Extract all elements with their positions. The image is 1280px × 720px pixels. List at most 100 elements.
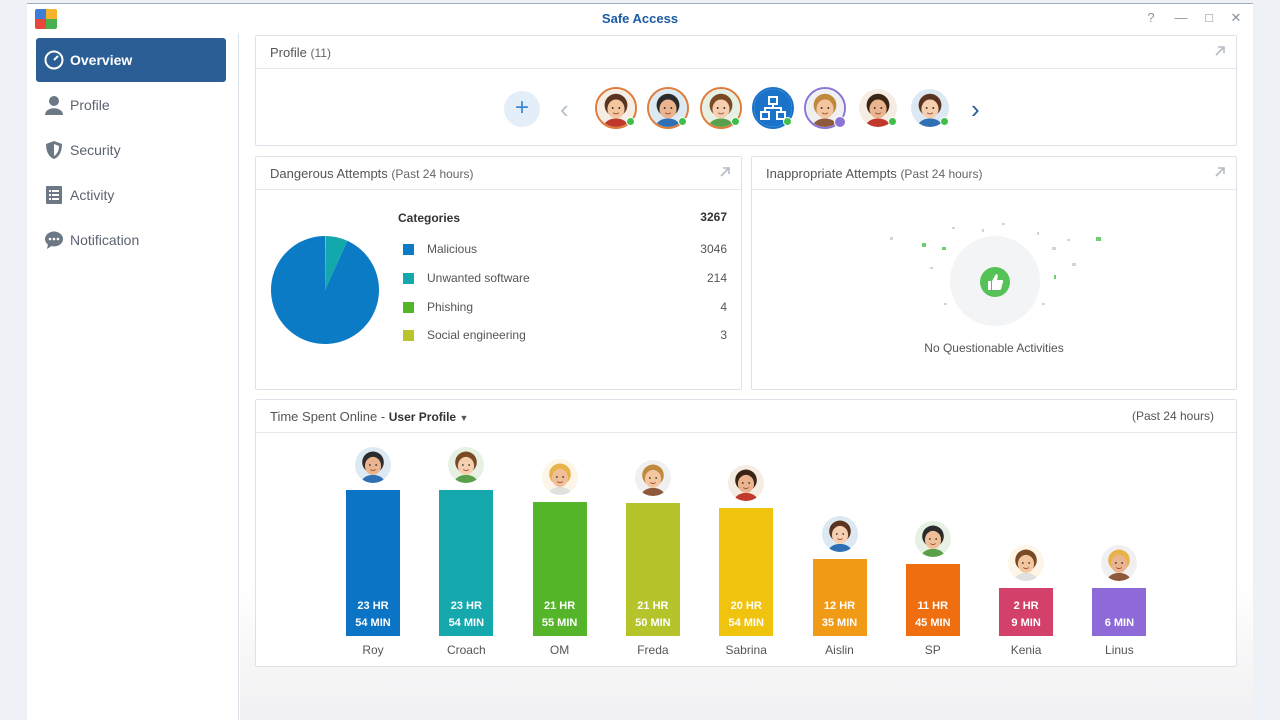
legend-swatch [403, 244, 414, 255]
legend-swatch [403, 301, 414, 313]
profile-avatar[interactable] [804, 87, 847, 129]
sidebar-item-profile[interactable]: Profile [36, 83, 226, 127]
sidebar-item-label: Security [70, 142, 121, 158]
maximize-icon[interactable]: □ [1205, 10, 1213, 25]
help-icon[interactable]: ? [1147, 10, 1155, 25]
profile-avatar[interactable] [647, 87, 690, 129]
bar-om[interactable]: 21 HR 55 MIN [532, 502, 587, 636]
panel-title: Dangerous Attempts (Past 24 hours) [270, 166, 473, 181]
thumbs-up-icon [980, 267, 1010, 297]
panel-header: Inappropriate Attempts (Past 24 hours) [752, 157, 1236, 190]
status-badge [834, 116, 847, 128]
category-name: Malicious [427, 242, 478, 256]
bar-category-label: SP [924, 643, 941, 657]
bar-avatar [914, 521, 951, 558]
panel-header: Profile (11) [256, 36, 1236, 69]
bar-hours-label: 21 HR [637, 599, 669, 612]
profile-title: Profile [270, 45, 307, 60]
status-badge [730, 117, 740, 126]
safe-access-app-icon [35, 9, 57, 29]
bar-linus[interactable]: 6 MIN [1092, 588, 1147, 636]
bar-hours-label: 21 HR [544, 599, 576, 612]
status-badge [626, 117, 635, 126]
profile-avatar[interactable] [595, 87, 637, 129]
bar-aislin[interactable]: 12 HR 35 MIN [812, 559, 867, 636]
profile-avatar[interactable] [751, 87, 794, 129]
bar-minutes-label: 45 MIN [915, 616, 951, 629]
bar-minutes-label: 54 MIN [448, 617, 485, 629]
dangerous-subtitle: (Past 24 hours) [391, 167, 474, 181]
avatar-boy-brown-hair [858, 89, 897, 127]
pie-slice-unwanted-software[interactable] [325, 236, 348, 290]
title-bar: Safe Access ? — □ ✕ [27, 4, 1253, 33]
bar-category-label: Kenia [1010, 643, 1042, 657]
profile-panel: Profile (11) + ‹ › [255, 35, 1237, 146]
category-value: 3 [720, 328, 727, 343]
category-value: 3046 [700, 242, 727, 256]
status-badge [782, 117, 792, 126]
panel-header: Time Spent Online - User Profile ▼ (Past… [256, 400, 1236, 433]
next-arrow-icon[interactable]: › [971, 94, 980, 124]
bar-avatar [1101, 545, 1138, 581]
bar-sp[interactable]: 11 HR 45 MIN [905, 564, 960, 636]
window-title: Safe Access [601, 11, 679, 26]
bar-avatar [634, 459, 671, 496]
bar-sabrina[interactable]: 20 HR 54 MIN [719, 508, 774, 636]
sidebar-item-overview[interactable]: Overview [36, 38, 226, 82]
bar-hours-label: 23 HR [450, 600, 482, 612]
bar-minutes-label: 54 MIN [355, 617, 391, 629]
bar-avatar [728, 465, 765, 502]
avatar-boy-glasses [649, 89, 688, 127]
pie-slice-phishing[interactable] [325, 236, 326, 290]
sidebar-item-label: Profile [70, 97, 110, 113]
dangerous-pie-chart [271, 236, 379, 344]
add-profile-button[interactable]: + [504, 91, 540, 127]
empty-state-text: No Questionable Activities [924, 341, 1064, 355]
app-window: Safe Access ? — □ ✕ Overview Profile Sec… [27, 3, 1253, 720]
bar-avatar [541, 459, 578, 496]
bar-freda[interactable]: 21 HR 50 MIN [625, 502, 680, 636]
bar-minutes-label: 54 MIN [728, 616, 764, 629]
list-icon [46, 186, 62, 204]
profile-avatar[interactable] [856, 87, 899, 129]
bar-kenia[interactable]: 2 HR 9 MIN [999, 588, 1054, 636]
main-content: Profile (11) + ‹ › Dangerous Attempts (P… [240, 33, 1253, 720]
profile-avatar[interactable] [908, 87, 951, 129]
legend-swatch [403, 330, 414, 342]
category-value: 4 [720, 299, 727, 314]
sidebar-item-activity[interactable]: Activity [36, 173, 226, 217]
bar-croach[interactable]: 23 HR 54 MIN [439, 490, 494, 636]
user-icon [45, 96, 63, 115]
dropdown-selected-value: User Profile [388, 410, 457, 424]
categories-label: Categories [398, 211, 461, 225]
bar-hours-label: 23 HR [357, 600, 389, 612]
legend-swatch [403, 272, 414, 284]
bar-category-label: Freda [637, 643, 669, 657]
speedometer-icon [44, 50, 64, 70]
bar-category-label: OM [549, 643, 570, 657]
status-badge [939, 117, 949, 126]
sidebar-item-notification[interactable]: Notification [36, 218, 226, 262]
expand-icon[interactable] [719, 166, 731, 178]
sidebar-item-label: Activity [70, 187, 115, 203]
categories-total: 3267 [700, 210, 727, 224]
bar-roy[interactable]: 23 HR 54 MIN [346, 490, 400, 636]
expand-icon[interactable] [1214, 45, 1226, 57]
bar-avatar [1008, 545, 1045, 581]
chat-bubble-icon [45, 231, 63, 249]
status-badge [887, 117, 897, 126]
category-name: Unwanted software [427, 270, 530, 285]
category-row: Malicious 3046 [403, 242, 727, 258]
profile-avatar[interactable] [699, 87, 742, 129]
bar-category-label: Aislin [825, 643, 854, 657]
minimize-icon[interactable]: — [1174, 10, 1188, 25]
user-profile-dropdown[interactable]: User Profile ▼ [389, 410, 469, 424]
sidebar-item-security[interactable]: Security [36, 128, 226, 172]
expand-icon[interactable] [1214, 166, 1226, 178]
bar-minutes-label: 55 MIN [541, 616, 578, 629]
status-badge [678, 117, 688, 126]
prev-arrow-icon[interactable]: ‹ [560, 94, 569, 124]
close-icon[interactable]: ✕ [1230, 10, 1242, 25]
bar-hours-label: 20 HR [730, 599, 762, 612]
time-period: (Past 24 hours) [1131, 409, 1214, 423]
